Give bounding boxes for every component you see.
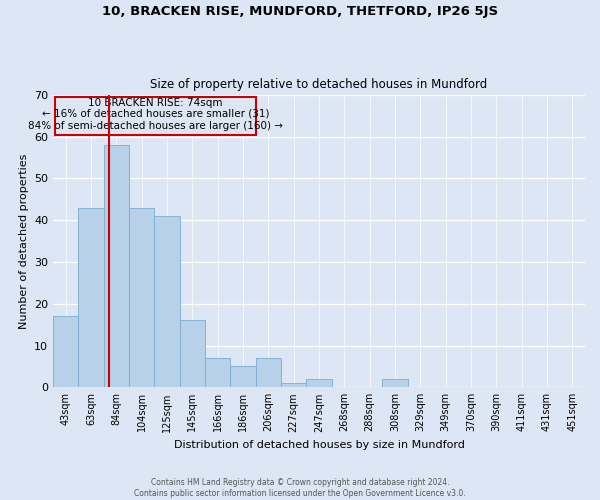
- Bar: [53, 316, 79, 388]
- Y-axis label: Number of detached properties: Number of detached properties: [19, 154, 29, 329]
- Bar: [307, 379, 332, 388]
- Text: 10, BRACKEN RISE, MUNDFORD, THETFORD, IP26 5JS: 10, BRACKEN RISE, MUNDFORD, THETFORD, IP…: [102, 5, 498, 18]
- Text: ← 16% of detached houses are smaller (31): ← 16% of detached houses are smaller (31…: [41, 108, 269, 118]
- Text: Contains HM Land Registry data © Crown copyright and database right 2024.
Contai: Contains HM Land Registry data © Crown c…: [134, 478, 466, 498]
- Bar: [154, 216, 179, 388]
- Bar: [129, 208, 154, 388]
- Bar: [79, 208, 104, 388]
- Bar: [230, 366, 256, 388]
- Bar: [55, 97, 256, 134]
- Text: 10 BRACKEN RISE: 74sqm: 10 BRACKEN RISE: 74sqm: [88, 98, 223, 108]
- Text: 84% of semi-detached houses are larger (160) →: 84% of semi-detached houses are larger (…: [28, 122, 283, 132]
- Bar: [205, 358, 230, 388]
- Bar: [104, 145, 129, 388]
- Title: Size of property relative to detached houses in Mundford: Size of property relative to detached ho…: [151, 78, 488, 91]
- Bar: [179, 320, 205, 388]
- Bar: [382, 379, 407, 388]
- X-axis label: Distribution of detached houses by size in Mundford: Distribution of detached houses by size …: [173, 440, 464, 450]
- Bar: [256, 358, 281, 388]
- Bar: [281, 383, 307, 388]
